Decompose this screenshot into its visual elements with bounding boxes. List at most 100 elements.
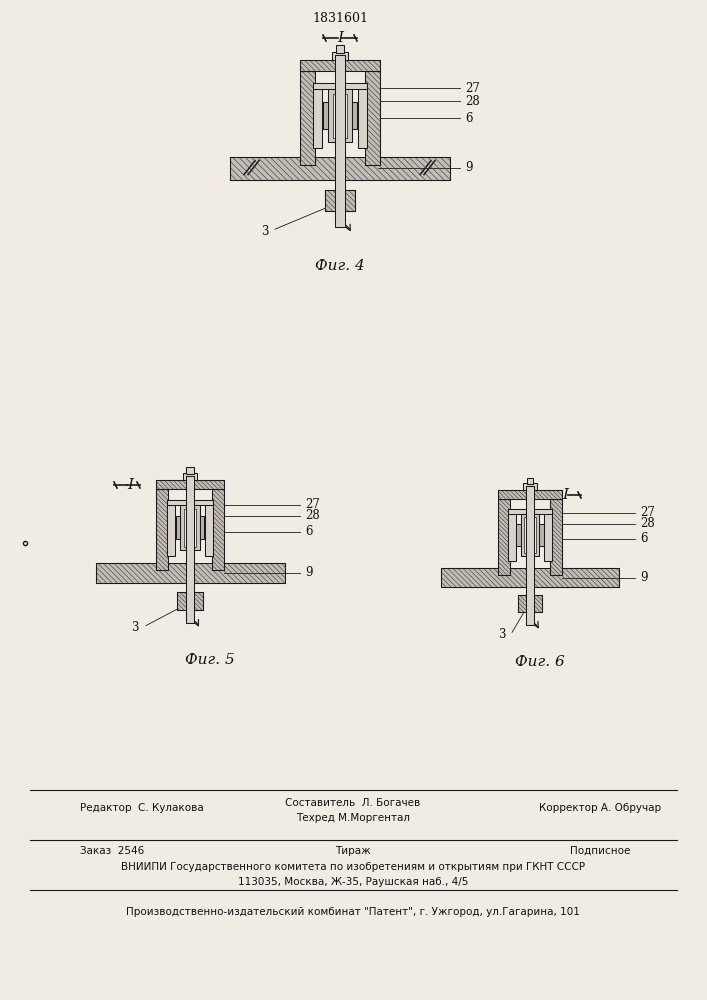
Bar (520, 514, 539, 556)
Text: I: I (127, 478, 133, 492)
Bar (168, 489, 211, 563)
Text: 27: 27 (465, 82, 480, 95)
Bar (230, 157, 450, 180)
Bar (498, 490, 562, 498)
Bar (230, 157, 450, 180)
Bar (440, 568, 619, 587)
Bar (325, 190, 355, 211)
Bar (177, 592, 203, 610)
Bar (183, 473, 197, 480)
Text: 27: 27 (640, 506, 655, 519)
Bar (300, 60, 380, 70)
Text: 28: 28 (640, 517, 655, 530)
Text: 113035, Москва, Ж-35, Раушская наб., 4/5: 113035, Москва, Ж-35, Раушская наб., 4/5 (238, 877, 468, 887)
Bar (518, 595, 542, 612)
Bar (312, 83, 322, 148)
Bar (498, 498, 510, 575)
Bar (551, 498, 562, 575)
Bar (312, 83, 368, 89)
Text: 9: 9 (640, 571, 648, 584)
Bar (156, 489, 168, 570)
Bar (518, 595, 542, 612)
Text: 6: 6 (640, 532, 648, 545)
Bar (333, 94, 347, 138)
Bar (156, 489, 168, 570)
Bar (526, 486, 534, 625)
Bar (156, 480, 224, 489)
Text: 6: 6 (465, 112, 472, 125)
Bar (200, 516, 204, 539)
Text: Фиг. 6: Фиг. 6 (515, 655, 565, 669)
Text: Фиг. 5: Фиг. 5 (185, 653, 235, 667)
Text: 3: 3 (132, 621, 139, 634)
Bar (325, 190, 355, 211)
Text: 3: 3 (262, 225, 269, 238)
Text: 9: 9 (305, 566, 312, 579)
Bar (175, 516, 180, 539)
Text: 28: 28 (305, 509, 320, 522)
Bar (440, 568, 619, 587)
Bar (335, 55, 345, 227)
Bar (551, 498, 562, 575)
Bar (440, 568, 619, 587)
Bar (211, 489, 224, 570)
Bar (95, 563, 284, 583)
Bar (366, 70, 380, 165)
Bar (325, 190, 355, 211)
Bar (300, 70, 315, 165)
Bar (95, 563, 284, 583)
Bar (366, 70, 380, 165)
Bar (315, 70, 366, 157)
Bar (498, 498, 510, 575)
Bar (177, 592, 203, 610)
Bar (167, 500, 175, 556)
Bar (230, 157, 450, 180)
Bar (187, 467, 194, 474)
Bar (323, 102, 329, 129)
Bar (95, 563, 284, 583)
Text: 1831601: 1831601 (312, 11, 368, 24)
Text: I: I (337, 31, 343, 45)
Text: Техред М.Моргентал: Техред М.Моргентал (296, 813, 410, 823)
Text: 3: 3 (498, 628, 506, 641)
Bar (508, 509, 552, 514)
Bar (524, 517, 536, 553)
Bar (551, 498, 562, 575)
Bar (156, 480, 224, 489)
Bar (180, 505, 200, 550)
Bar (366, 70, 380, 165)
Text: 6: 6 (305, 525, 312, 538)
Text: I: I (562, 488, 568, 502)
Bar (498, 490, 562, 498)
Text: Фиг. 4: Фиг. 4 (315, 259, 365, 273)
Bar (329, 89, 351, 142)
Text: 28: 28 (465, 95, 480, 108)
Text: Подписное: Подписное (570, 846, 630, 856)
Text: Редактор  С. Кулакова: Редактор С. Кулакова (80, 803, 204, 813)
Text: Тираж: Тираж (335, 846, 370, 856)
Bar (358, 83, 368, 148)
Bar (336, 45, 344, 53)
Text: 9: 9 (465, 161, 472, 174)
Text: 27: 27 (305, 498, 320, 511)
Bar (510, 498, 551, 568)
Text: Составитель  Л. Богачев: Составитель Л. Богачев (286, 798, 421, 808)
Text: Корректор А. Обручар: Корректор А. Обручар (539, 803, 661, 813)
Bar (523, 483, 537, 490)
Bar (211, 489, 224, 570)
Text: Заказ  2546: Заказ 2546 (80, 846, 144, 856)
Bar (177, 592, 203, 610)
Bar (300, 70, 315, 165)
Bar (167, 500, 214, 505)
Bar (498, 490, 562, 498)
Bar (332, 52, 349, 60)
Bar (539, 524, 544, 546)
Bar (351, 102, 357, 129)
Bar (156, 480, 224, 489)
Bar (518, 595, 542, 612)
Bar (186, 476, 194, 623)
Bar (544, 509, 552, 561)
Bar (211, 489, 224, 570)
Bar (527, 478, 533, 484)
Bar (498, 498, 510, 575)
